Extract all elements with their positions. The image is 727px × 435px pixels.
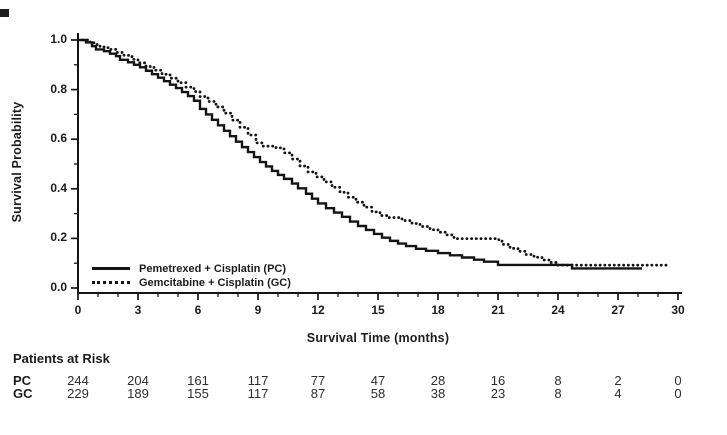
legend-row-pc: Pemetrexed + Cisplatin (PC) [92, 262, 291, 275]
risk-count-pc-18: 28 [430, 373, 446, 388]
risk-count-pc-6: 161 [187, 373, 209, 388]
risk-count-gc-3: 189 [127, 386, 149, 401]
x-axis-title: Survival Time (months) [306, 331, 450, 345]
risk-count-gc-15: 58 [370, 386, 386, 401]
x-tick-label-6: 6 [194, 303, 202, 317]
y-axis-title: Survival Probability [10, 101, 24, 223]
y-tick-label-0.0: 0.0 [50, 280, 67, 294]
risk-count-gc-6: 155 [187, 386, 209, 401]
risk-count-gc-0: 229 [67, 386, 89, 401]
x-tick-label-9: 9 [254, 303, 262, 317]
legend: Pemetrexed + Cisplatin (PC) Gemcitabine … [92, 262, 291, 289]
y-tick-label-0.8: 0.8 [50, 81, 67, 96]
y-tick-label-0.4: 0.4 [50, 180, 67, 195]
risk-count-pc-27: 2 [614, 373, 622, 388]
risk-count-gc-12: 87 [310, 386, 326, 401]
risk-count-pc-15: 47 [370, 373, 386, 388]
solid-line-key-icon [92, 267, 130, 270]
risk-count-pc-12: 77 [310, 373, 326, 388]
risk-count-gc-21: 23 [490, 386, 506, 401]
curve-pc [78, 38, 642, 270]
risk-table-title: Patients at Risk [13, 351, 110, 366]
x-tick-label-3: 3 [134, 303, 142, 317]
x-tick-label-12: 12 [311, 303, 325, 317]
risk-count-pc-0: 244 [67, 373, 89, 388]
risk-row-label-gc: GC [13, 386, 33, 401]
risk-count-gc-24: 8 [554, 386, 562, 401]
y-tick-label-1.0: 1.0 [50, 32, 67, 46]
x-tick-label-0: 0 [74, 303, 82, 317]
legend-row-gc: Gemcitabine + Cisplatin (GC) [92, 276, 291, 289]
risk-row-label-pc: PC [13, 373, 32, 388]
x-tick-label-21: 21 [491, 303, 505, 317]
x-tick-label-27: 27 [611, 303, 625, 317]
risk-count-gc-27: 4 [614, 386, 622, 401]
y-tick-label-0.2: 0.2 [50, 230, 67, 245]
x-tick-label-30: 30 [671, 303, 685, 317]
y-tick-label-0.6: 0.6 [50, 131, 67, 146]
risk-count-gc-30: 0 [674, 386, 682, 401]
risk-count-gc-9: 117 [247, 386, 269, 401]
risk-count-pc-30: 0 [674, 373, 682, 388]
axes [77, 33, 682, 294]
risk-count-pc-21: 16 [490, 373, 506, 388]
risk-count-pc-24: 8 [554, 373, 562, 388]
scan-artifact [0, 9, 9, 17]
risk-count-pc-3: 204 [127, 373, 149, 388]
risk-count-gc-18: 38 [430, 386, 446, 401]
x-tick-label-24: 24 [551, 303, 565, 317]
dotted-line-key-icon [92, 281, 130, 284]
risk-count-pc-9: 117 [247, 373, 269, 388]
legend-label-gc: Gemcitabine + Cisplatin (GC) [139, 276, 291, 289]
x-tick-label-15: 15 [371, 303, 385, 317]
legend-label-pc: Pemetrexed + Cisplatin (PC) [139, 262, 287, 275]
x-tick-label-18: 18 [431, 303, 445, 317]
curve-gc [76, 38, 668, 267]
